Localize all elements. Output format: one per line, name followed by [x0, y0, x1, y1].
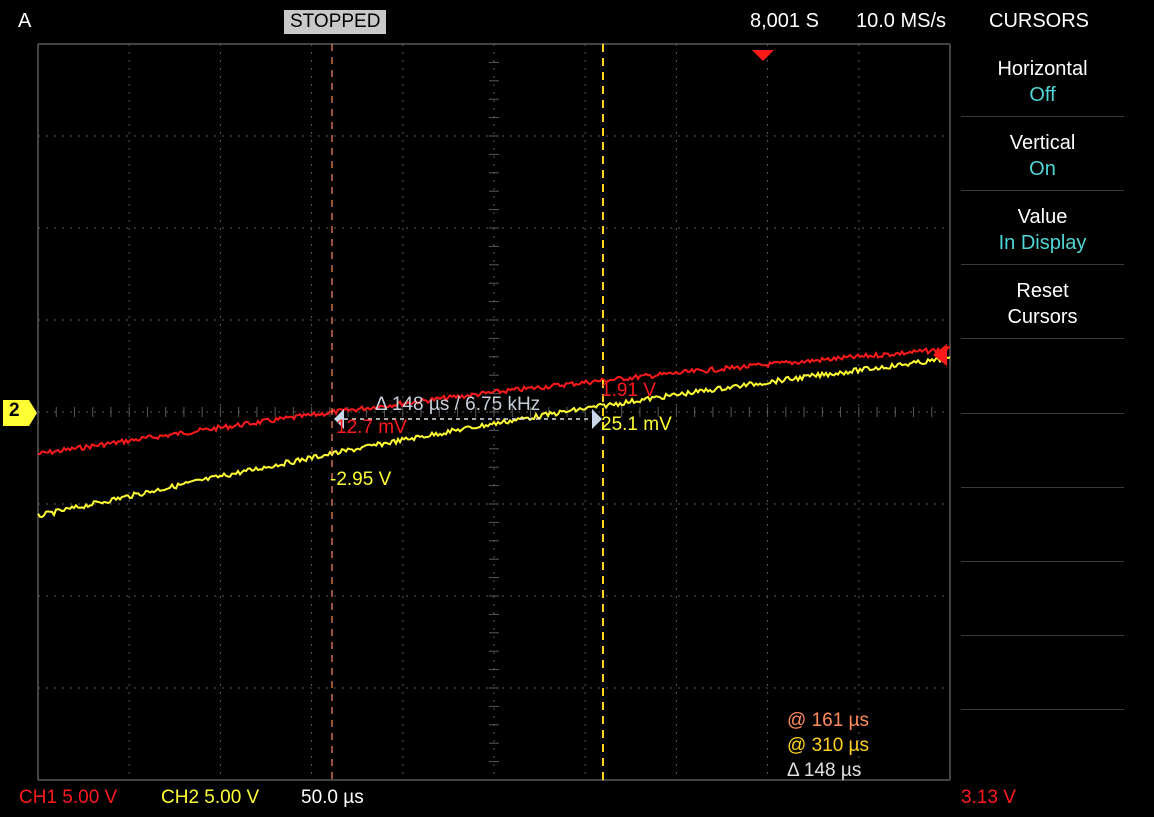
menu-slot-9: [961, 636, 1124, 710]
menu-vertical[interactable]: Vertical On: [961, 118, 1124, 191]
cursor-b-ch2-value: 25.1 mV: [601, 414, 672, 435]
ch2-marker-label: 2: [9, 400, 20, 421]
menu-value[interactable]: Value In Display: [961, 192, 1124, 265]
ch1-waveform: [38, 346, 950, 456]
sample-rate: 10.0 MS/s: [856, 10, 947, 32]
readout-delta: Δ 148 µs: [787, 760, 862, 781]
trigger-mode: A: [18, 10, 32, 32]
cursor-delta-label: Δ 148 µs / 6.75 kHz: [375, 394, 541, 415]
menu-vertical-value: On: [1029, 158, 1056, 180]
ch1-scale[interactable]: CH1 5.00 V: [19, 787, 118, 808]
ch2-waveform: [37, 356, 951, 519]
menu-reset-cursors[interactable]: Reset Cursors: [961, 266, 1124, 339]
cursor-a-ch1-value: 12.7 mV: [336, 417, 407, 438]
record-length: 8,001 S: [750, 10, 819, 32]
readout-cursor-a: @ 161 µs: [787, 710, 869, 731]
acquisition-status-badge[interactable]: STOPPED: [284, 10, 387, 34]
menu-slot-8: [961, 562, 1124, 636]
trigger-level[interactable]: 3.13 V: [961, 787, 1016, 808]
timebase[interactable]: 50.0 µs: [301, 787, 364, 808]
cursor-a-handle-icon[interactable]: [334, 409, 344, 429]
graticule: [37, 43, 951, 781]
cursor-b-ch1-value: 1.91 V: [601, 380, 656, 401]
menu-value-label: Value: [1017, 206, 1068, 228]
readout-cursor-b: @ 310 µs: [787, 735, 869, 756]
ch2-scale[interactable]: CH2 5.00 V: [161, 787, 260, 808]
menu-reset-cursors-label: Reset Cursors: [1007, 280, 1078, 328]
menu-horizontal[interactable]: Horizontal Off: [961, 44, 1124, 117]
ch2-ground-marker-icon[interactable]: [3, 400, 37, 426]
menu-vertical-label: Vertical: [1009, 132, 1076, 154]
cursor-b-handle-icon[interactable]: [592, 409, 602, 429]
menu-slot-5: [961, 340, 1124, 414]
cursor-a-ch2-value: -2.95 V: [330, 469, 392, 490]
menu-slot-6: [961, 414, 1124, 488]
trigger-position-icon[interactable]: [752, 50, 774, 61]
menu-horizontal-value: Off: [1029, 84, 1056, 106]
menu-slot-7: [961, 488, 1124, 562]
menu-title: CURSORS: [989, 10, 1090, 32]
trigger-level-icon[interactable]: [933, 344, 947, 366]
menu-value-value: In Display: [998, 232, 1087, 254]
menu-horizontal-label: Horizontal: [997, 58, 1088, 80]
